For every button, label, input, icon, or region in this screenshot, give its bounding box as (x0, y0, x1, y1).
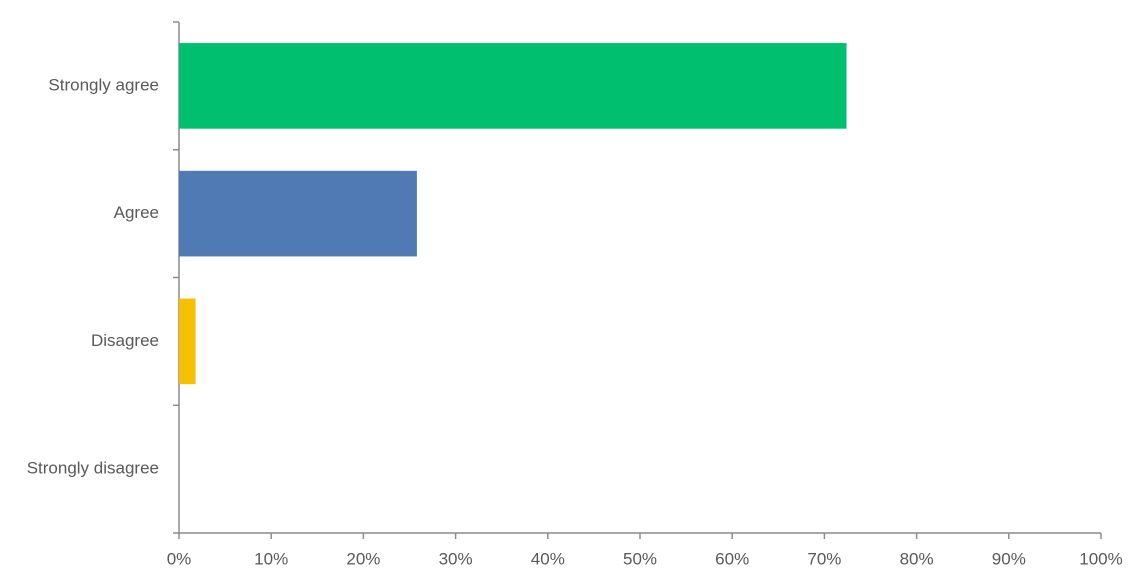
x-tick-label: 90% (992, 549, 1026, 568)
x-tick-label: 20% (346, 549, 380, 568)
x-tick-label: 80% (900, 549, 934, 568)
bar (179, 170, 417, 257)
y-tick-label: Strongly disagree (27, 459, 159, 478)
y-tick-label: Disagree (91, 331, 159, 350)
y-tick-label: Agree (114, 203, 159, 222)
x-tick-label: 40% (531, 549, 565, 568)
bar (179, 43, 847, 129)
x-tick-label: 10% (254, 549, 288, 568)
y-tick-label: Strongly agree (48, 75, 159, 94)
x-tick-label: 50% (623, 549, 657, 568)
x-tick-label: 100% (1079, 549, 1122, 568)
x-tick-label: 30% (439, 549, 473, 568)
x-tick-label: 0% (167, 549, 192, 568)
x-tick-label: 60% (715, 549, 749, 568)
x-tick-label: 70% (807, 549, 841, 568)
bar (179, 298, 196, 385)
